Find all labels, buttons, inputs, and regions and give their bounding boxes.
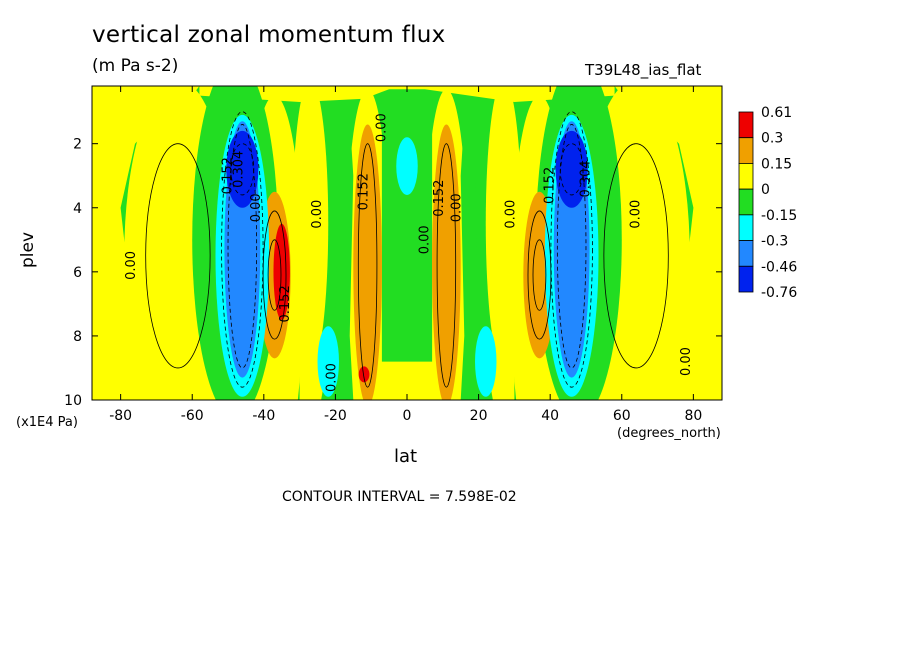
contour-lobe-inner-south: [267, 239, 282, 311]
legend-swatch: [738, 137, 754, 164]
legend-level-label: 0: [761, 182, 770, 198]
contour-label: 0.00: [310, 200, 325, 229]
yellow-region-mid-north: [485, 86, 522, 368]
x-tick-label: 80: [684, 408, 702, 424]
contour-label: 0.304: [579, 160, 594, 197]
orange-lobe-center-south: [353, 124, 382, 400]
contour-labels: 0.000.1520.3040.000.1520.000.000.1520.00…: [124, 113, 694, 392]
contour-label: 0.00: [124, 251, 139, 280]
contour-field: [92, 86, 722, 400]
x-tick-label: 20: [470, 408, 488, 424]
green-center-column: [381, 98, 433, 362]
contour-label: 0.00: [375, 113, 390, 142]
legend-level-label: -0.15: [761, 208, 797, 224]
contour-label: 0.152: [278, 285, 293, 322]
contour-label: 0.00: [450, 193, 465, 222]
contour-label: 0.152: [357, 173, 372, 210]
color-legend: 0.61 0.3 0.15 0 -0.15 -0.3 -0.46 -0.76: [738, 105, 797, 301]
contour-label: 0.00: [679, 347, 694, 376]
contour-center-south: [357, 143, 378, 388]
green-channel-south: [321, 118, 354, 400]
contour-center-north: [436, 143, 457, 388]
yellow-region-top-band: [199, 86, 615, 102]
yellow-region-mid-south: [292, 86, 329, 368]
darkblue-core-south: [226, 130, 259, 208]
x-tick-label: -60: [181, 408, 204, 424]
contour-jet-core-south: [230, 143, 255, 196]
contour-lobe-north: [527, 210, 552, 340]
contour-outer-south: [145, 143, 211, 369]
legend-level-label: 0.3: [761, 131, 783, 147]
chart-title: vertical zonal momentum flux: [92, 22, 446, 48]
y-tick-label: 4: [73, 201, 82, 217]
contour-label: 0.152: [432, 180, 447, 217]
legend-swatch: [738, 265, 754, 293]
contour-interval-note: CONTOUR INTERVAL = 7.598E-02: [282, 489, 517, 505]
contour-label: 0.152: [221, 157, 236, 194]
x-tick-label: -80: [109, 408, 132, 424]
contour-lobe-south: [262, 210, 287, 340]
x-axis-unit: (degrees_north): [617, 426, 721, 441]
darkblue-core-north: [555, 130, 588, 208]
y-tick-label: 2: [73, 137, 82, 153]
yellow-region-bottom-band: [299, 345, 515, 400]
contour-jet-core-north: [559, 143, 584, 196]
contour-lobe-inner-north: [532, 239, 547, 311]
x-axis-label: lat: [394, 446, 418, 467]
legend-level-label: -0.46: [761, 259, 797, 275]
contour-jet-inner-south: [227, 124, 258, 369]
y-tick-label: 6: [73, 265, 82, 281]
contour-outer-north: [603, 143, 669, 369]
cyan-lower-south: [317, 326, 339, 397]
red-core-south: [273, 223, 290, 320]
contour-label: 0.152: [543, 167, 558, 204]
y-axis-ticks: 2 4 6 8 10: [64, 137, 722, 409]
legend-swatch: [738, 240, 754, 267]
x-tick-label: 0: [403, 408, 412, 424]
contour-label: 0.00: [629, 200, 644, 229]
y-tick-label: 10: [64, 393, 82, 409]
x-tick-label: 60: [613, 408, 631, 424]
red-spot-south: [358, 366, 370, 383]
x-axis-ticks: -80 -60 -40 -20 0 20 40 60 80: [109, 86, 702, 424]
chart-units: (m Pa s-2): [92, 56, 179, 76]
contour-lines: [145, 111, 669, 388]
legend-swatch: [738, 163, 754, 190]
contour-label: 0.00: [503, 200, 518, 229]
y-tick-label: 8: [73, 329, 82, 345]
legend-level-label: -0.3: [761, 234, 788, 250]
run-label: T39L48_ias_flat: [585, 61, 702, 79]
contour-jet-inner-north: [556, 124, 587, 369]
orange-lobe-center-north: [432, 124, 461, 400]
legend-level-label: 0.61: [761, 105, 792, 121]
contour-label: 0.304: [231, 151, 246, 188]
yellow-region-top-south: [92, 86, 200, 400]
y-axis-unit: (x1E4 Pa): [16, 415, 78, 430]
legend-swatch: [738, 111, 754, 139]
contour-label: 0.00: [324, 363, 339, 392]
contour-jet-outer-south: [221, 111, 264, 388]
yellow-region-top-north: [614, 86, 722, 400]
green-channel-north: [460, 118, 493, 400]
contour-jet-outer-north: [550, 111, 593, 388]
x-tick-label: 40: [541, 408, 559, 424]
legend-level-label: 0.15: [761, 156, 792, 172]
cyan-lower-north: [475, 326, 497, 397]
legend-level-label: -0.76: [761, 285, 797, 301]
legend-swatch: [738, 188, 754, 216]
x-tick-label: -40: [252, 408, 275, 424]
contour-label: 0.00: [417, 225, 432, 254]
x-tick-label: -20: [324, 408, 347, 424]
cyan-center-core: [396, 137, 418, 195]
contour-label: 0.00: [249, 193, 264, 222]
legend-swatch: [738, 214, 754, 241]
